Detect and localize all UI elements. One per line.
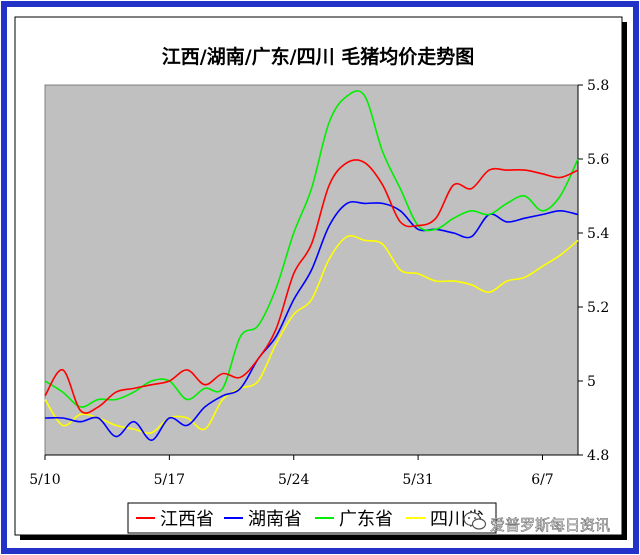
y-tick-label: 5.6 <box>587 152 609 168</box>
legend-box <box>127 502 497 534</box>
series-line-1 <box>44 159 579 414</box>
x-axis-ticks: 5/10 5/17 5/24 5/31 6/7 <box>29 455 554 488</box>
chart-title: 江西/湖南/广东/四川 毛猪均价走势图 <box>162 45 474 68</box>
watermark: 爱普罗斯每日资讯 <box>463 511 610 534</box>
y-axis-ticks: 4.8 5 5.2 5.4 5.6 5.8 <box>578 78 609 464</box>
series-lines <box>44 90 579 441</box>
x-tick-label: 5/31 <box>402 472 433 488</box>
series-line-3 <box>44 90 579 408</box>
watermark-text: 爱普罗斯每日资讯 <box>490 516 610 534</box>
x-tick-label: 5/17 <box>154 472 185 488</box>
y-tick-label: 5.4 <box>587 226 609 242</box>
legend-label-3: 广东省 <box>339 509 393 530</box>
x-tick-label: 5/24 <box>278 472 310 488</box>
x-tick-label: 5/10 <box>29 472 60 488</box>
y-tick-label: 5 <box>587 374 596 390</box>
legend-label-2: 湖南省 <box>248 509 302 530</box>
series-line-4 <box>44 235 579 435</box>
wechat-icon <box>463 511 487 530</box>
y-tick-label: 4.8 <box>587 448 609 464</box>
y-tick-label: 5.2 <box>587 300 609 316</box>
x-tick-label: 6/7 <box>531 472 554 488</box>
legend-label-1: 江西省 <box>160 509 214 530</box>
y-tick-label: 5.8 <box>587 78 609 94</box>
